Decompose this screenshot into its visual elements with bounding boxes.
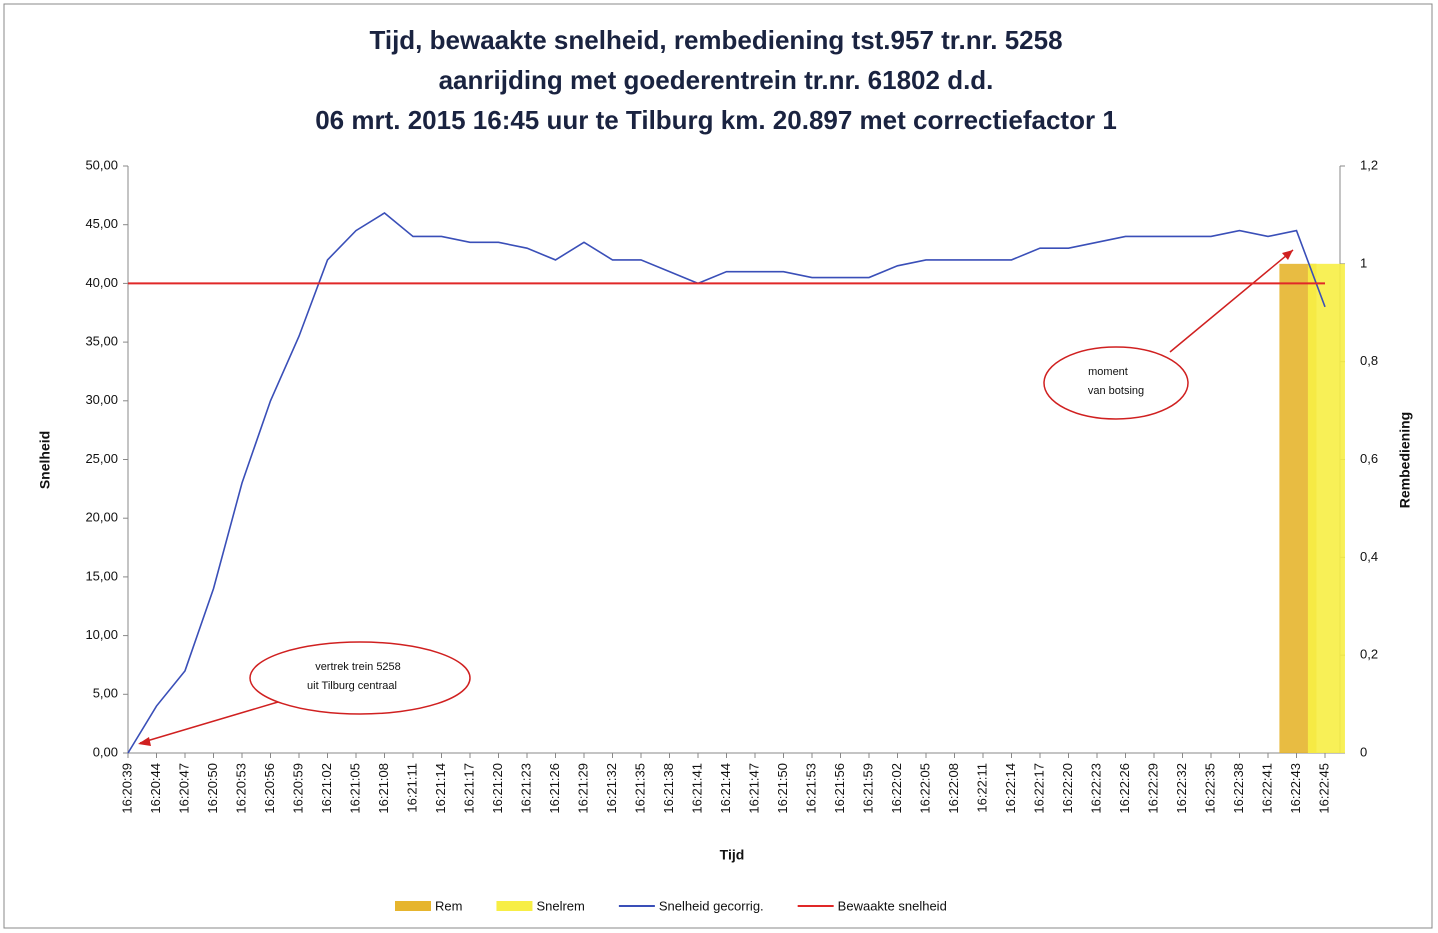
x-axis-label: Tijd (720, 847, 745, 863)
x-tick-label: 16:22:20 (1060, 763, 1075, 814)
y2-tick-label: 0,4 (1360, 549, 1378, 564)
x-tick-label: 16:21:32 (604, 763, 619, 814)
x-tick-label: 16:22:08 (946, 763, 961, 814)
legend-label: Rem (435, 898, 462, 913)
annotation: moment (1088, 366, 1128, 378)
x-tick-label: 16:21:26 (547, 763, 562, 814)
annotation-ellipse (249, 641, 471, 715)
chart-border (3, 3, 1433, 929)
y2-tick-label: 1 (1360, 255, 1367, 270)
x-tick-label: 16:21:23 (518, 763, 533, 814)
y-tick-label: 20,00 (85, 510, 118, 525)
x-tick-label: 16:21:05 (347, 763, 362, 814)
x-tick-label: 16:21:08 (376, 763, 391, 814)
y-tick-label: 35,00 (85, 334, 118, 349)
y-tick-label: 50,00 (85, 157, 118, 172)
x-tick-label: 16:20:50 (205, 763, 220, 814)
x-tick-label: 16:22:23 (1088, 763, 1103, 814)
legend-swatch (496, 901, 533, 911)
x-tick-label: 16:20:59 (290, 763, 305, 814)
chart-title: Tijd, bewaakte snelheid, rembediening ts… (369, 25, 1062, 55)
y-tick-label: 0,00 (93, 744, 118, 759)
annotation: uit Tilburg centraal (307, 680, 397, 692)
y2-tick-label: 0 (1360, 744, 1367, 759)
x-tick-label: 16:21:38 (661, 763, 676, 814)
legend-label: Snelrem (536, 898, 584, 913)
x-tick-label: 16:21:41 (689, 763, 704, 814)
x-tick-label: 16:21:17 (461, 763, 476, 814)
x-tick-label: 16:22:29 (1145, 763, 1160, 814)
line-series (127, 211, 1326, 754)
bar (1307, 263, 1345, 753)
arrow-head (1282, 250, 1293, 260)
legend-label: Snelheid gecorrig. (659, 898, 764, 913)
x-tick-label: 16:21:14 (433, 763, 448, 814)
y2-tick-label: 0,2 (1360, 647, 1378, 662)
x-tick-label: 16:21:35 (632, 763, 647, 814)
x-tick-label: 16:22:11 (974, 763, 989, 813)
x-tick-label: 16:21:44 (718, 763, 733, 814)
y2-axis-label: Rembediening (1397, 412, 1413, 508)
legend-swatch (395, 901, 431, 911)
annotation-arrow (139, 701, 279, 744)
y-axis-label: Snelheid (37, 431, 53, 489)
x-tick-label: 16:22:32 (1174, 763, 1189, 814)
x-tick-label: 16:21:11 (404, 763, 419, 813)
y-tick-label: 25,00 (85, 451, 118, 466)
x-tick-label: 16:22:41 (1259, 763, 1274, 814)
legend-label: Bewaakte snelheid (838, 898, 947, 913)
chart-title: 06 mrt. 2015 16:45 uur te Tilburg km. 20… (315, 105, 1117, 135)
x-tick-label: 16:20:44 (148, 763, 163, 814)
x-tick-label: 16:21:56 (832, 763, 847, 814)
annotation-arrow (1169, 249, 1294, 353)
x-tick-label: 16:20:53 (233, 763, 248, 814)
x-tick-label: 16:21:50 (775, 763, 790, 814)
y2-tick-label: 0,8 (1360, 353, 1378, 368)
x-tick-label: 16:22:02 (889, 763, 904, 814)
x-tick-label: 16:22:45 (1316, 763, 1331, 814)
x-tick-label: 16:21:29 (575, 763, 590, 814)
y2-tick-label: 1,2 (1360, 157, 1378, 172)
x-tick-label: 16:21:20 (490, 763, 505, 814)
x-tick-label: 16:22:17 (1031, 763, 1046, 814)
y-tick-label: 40,00 (85, 275, 118, 290)
annotation-ellipse (1043, 346, 1189, 420)
x-tick-label: 16:22:43 (1288, 763, 1303, 814)
x-tick-label: 16:21:47 (746, 763, 761, 814)
annotation: van botsing (1088, 385, 1144, 397)
y-tick-label: 10,00 (85, 627, 118, 642)
chart-title: aanrijding met goederentrein tr.nr. 6180… (439, 65, 994, 95)
y-tick-label: 15,00 (85, 568, 118, 583)
x-tick-label: 16:22:26 (1117, 763, 1132, 814)
x-tick-label: 16:21:02 (319, 763, 334, 814)
x-tick-label: 16:20:39 (119, 763, 134, 814)
annotation: vertrek trein 5258 (315, 661, 401, 673)
x-tick-label: 16:22:35 (1202, 763, 1217, 814)
x-tick-label: 16:21:59 (860, 763, 875, 814)
x-tick-label: 16:22:14 (1003, 763, 1018, 814)
y2-tick-label: 0,6 (1360, 451, 1378, 466)
x-tick-label: 16:22:05 (917, 763, 932, 814)
arrow-head (138, 737, 151, 746)
x-tick-label: 16:21:53 (803, 763, 818, 814)
x-tick-label: 16:20:56 (262, 763, 277, 814)
y-tick-label: 45,00 (85, 216, 118, 231)
x-tick-label: 16:22:38 (1231, 763, 1246, 814)
y-tick-label: 30,00 (85, 392, 118, 407)
y-tick-label: 5,00 (93, 686, 118, 701)
x-tick-label: 16:20:47 (176, 763, 191, 814)
